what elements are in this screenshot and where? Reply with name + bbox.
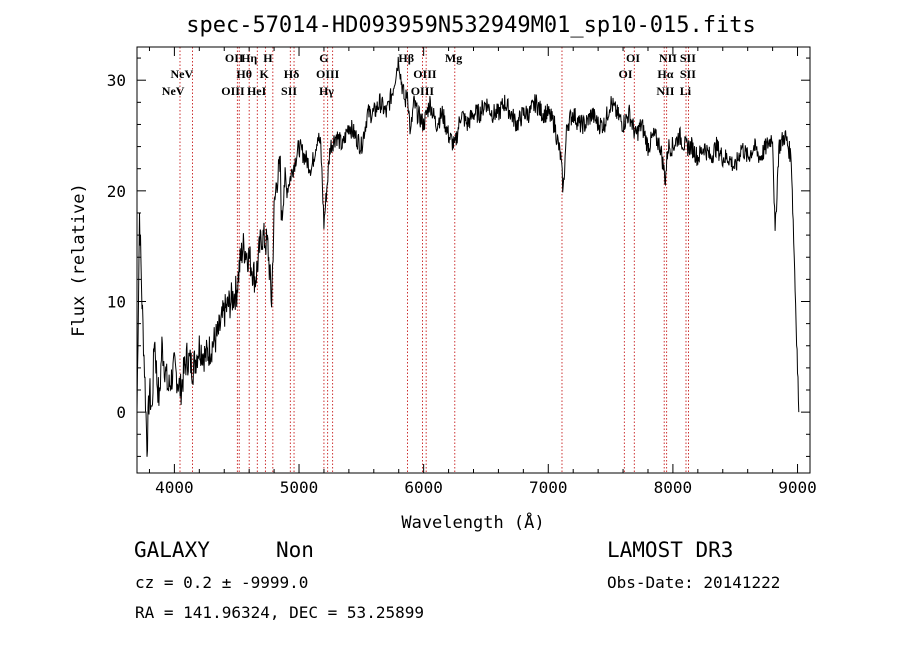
spectral-line-label: NII xyxy=(659,51,677,65)
observation-date: Obs-Date: 20141222 xyxy=(607,573,781,592)
survey-name: LAMOST DR3 xyxy=(607,538,734,562)
coordinates: RA = 141.96324, DEC = 53.25899 xyxy=(135,603,424,622)
spectral-line-label: SII xyxy=(281,84,297,98)
spectral-line-label: Li xyxy=(680,84,692,98)
spectral-line-label: SII xyxy=(680,51,696,65)
spectral-line-label: Hδ xyxy=(284,67,300,81)
plot-frame xyxy=(136,46,811,474)
spectral-line-label: NeV xyxy=(171,67,194,81)
spectral-line-label: OIII xyxy=(316,67,340,81)
x-tick-label: 9000 xyxy=(778,478,817,497)
redshift-cz: cz = 0.2 ± -9999.0 xyxy=(135,573,309,592)
y-tick-label: 30 xyxy=(107,71,126,90)
x-tick-label: 8000 xyxy=(654,478,693,497)
x-tick-label: 6000 xyxy=(404,478,443,497)
spectral-line-label: OIII xyxy=(411,84,435,98)
spectral-line-label: NeV xyxy=(162,84,185,98)
spectral-line-label: Hθ xyxy=(236,67,252,81)
y-axis: 0 10 20 30 xyxy=(107,57,810,457)
y-tick-label: 20 xyxy=(107,182,126,201)
spectral-line-label: Hη xyxy=(241,51,257,65)
chart-title: spec-57014-HD093959N532949M01_sp10-015.f… xyxy=(186,13,756,38)
spectral-line-label: Hγ xyxy=(319,84,334,98)
spectral-line-label: HeI xyxy=(247,84,267,98)
spectral-line-label: OIII xyxy=(413,67,437,81)
spectral-line-label: K xyxy=(259,67,269,81)
spectral-line-label: Hβ xyxy=(398,51,414,65)
spectral-line-label: G xyxy=(319,51,328,65)
spectral-line-label: Hα xyxy=(657,67,673,81)
x-tick-label: 5000 xyxy=(280,478,319,497)
x-axis: 4000 5000 6000 7000 8000 9000 xyxy=(148,47,817,497)
x-tick-label: 7000 xyxy=(529,478,568,497)
spectrum-series xyxy=(136,56,800,457)
y-tick-label: 10 xyxy=(107,292,126,311)
y-axis-label: Flux (relative) xyxy=(69,183,89,337)
spectral-line-label: SII xyxy=(680,67,696,81)
spectral-line-label: OI xyxy=(626,51,640,65)
y-tick-label: 0 xyxy=(116,403,126,422)
object-subclass: Non xyxy=(276,538,314,562)
spectral-line-label: OII xyxy=(225,51,244,65)
spectral-line-label: OI xyxy=(619,67,633,81)
x-axis-label: Wavelength (Å) xyxy=(401,511,544,533)
spectral-line-label: OIII xyxy=(221,84,245,98)
spectral-line-label: NII xyxy=(656,84,674,98)
spectrum-line xyxy=(136,56,800,457)
x-tick-label: 4000 xyxy=(155,478,194,497)
spectral-line-label: H xyxy=(263,51,273,65)
object-class: GALAXY xyxy=(134,538,210,562)
spectral-line-label: Mg xyxy=(445,51,462,65)
